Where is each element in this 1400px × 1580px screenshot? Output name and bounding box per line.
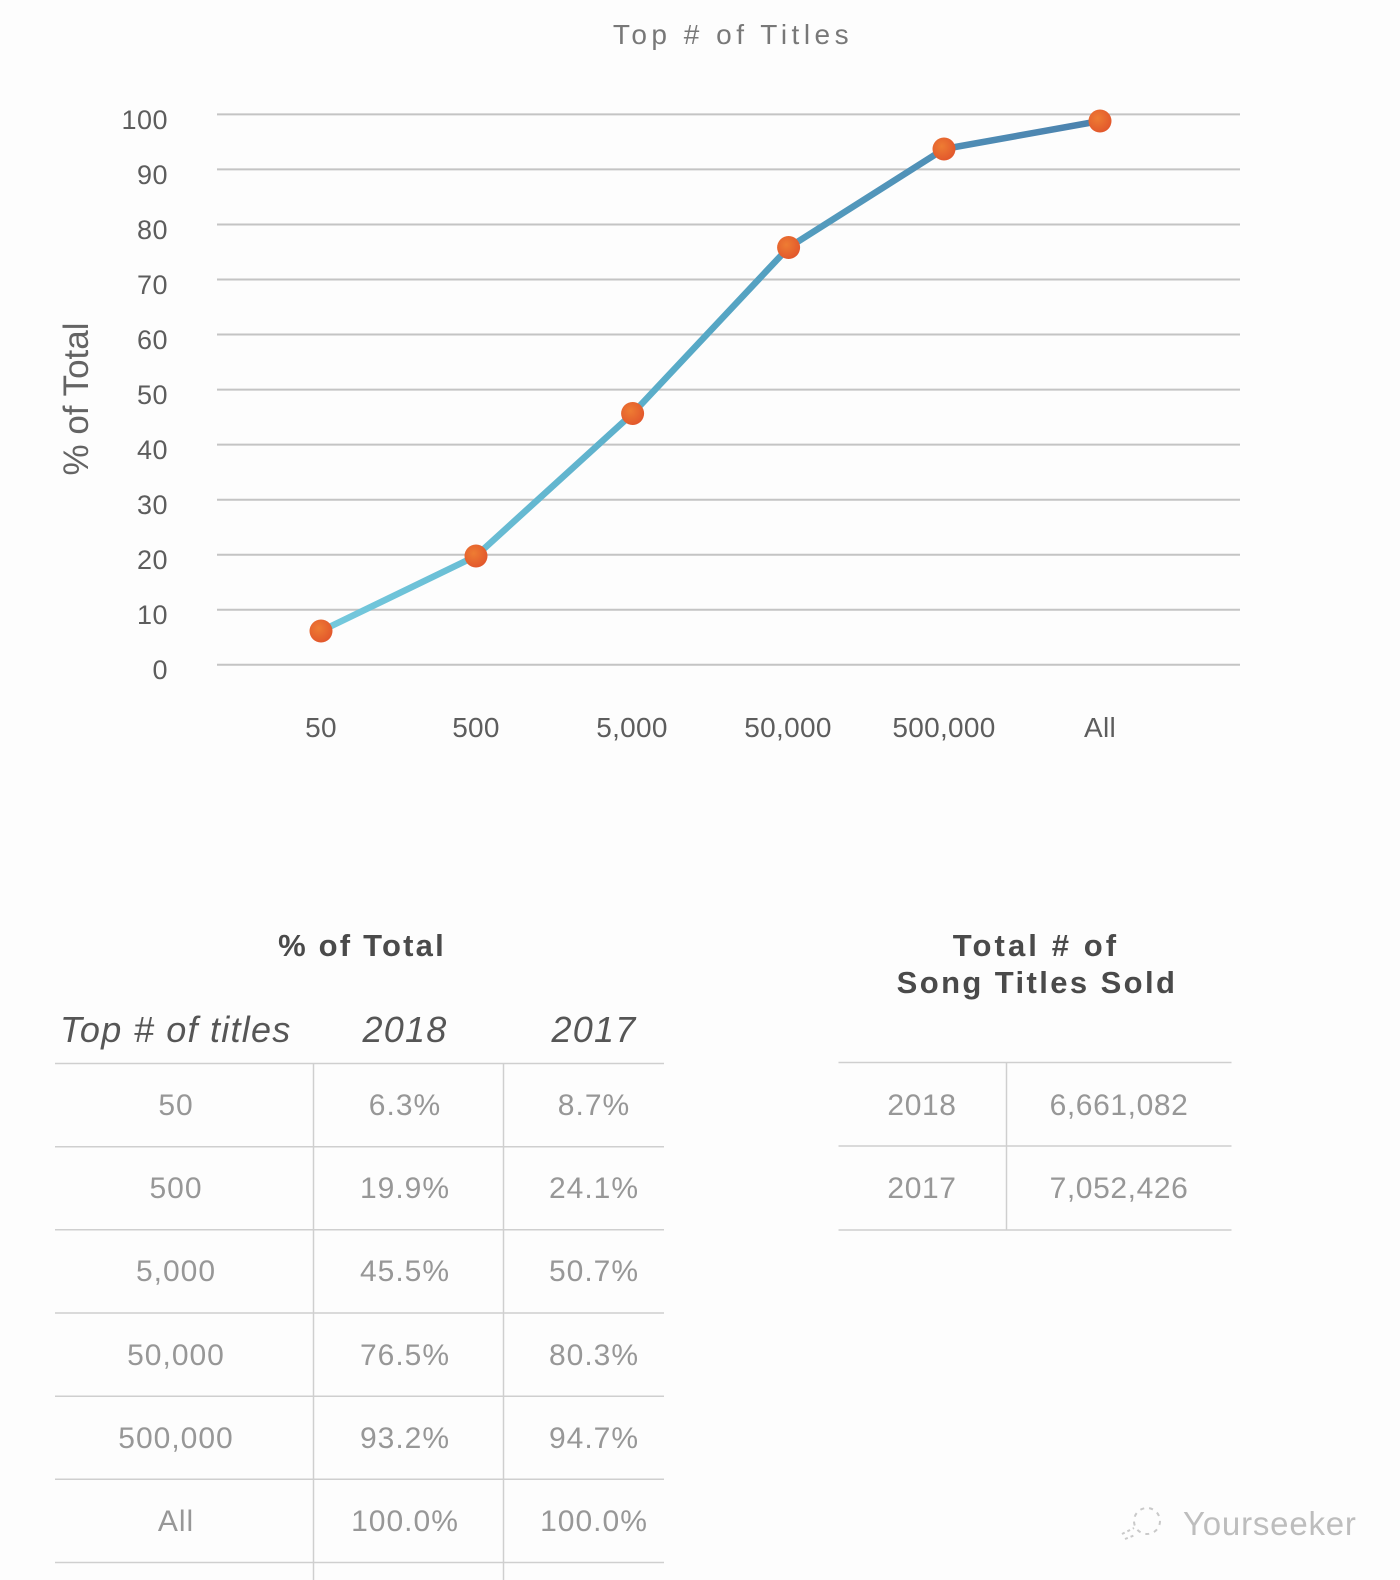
svg-text:94.7%: 94.7% [549, 1422, 639, 1455]
svg-text:45.5%: 45.5% [360, 1255, 450, 1288]
svg-text:All: All [1084, 712, 1116, 743]
svg-text:2017: 2017 [887, 1172, 956, 1205]
svg-text:90: 90 [137, 160, 168, 190]
svg-text:40: 40 [137, 435, 168, 465]
svg-text:93.2%: 93.2% [360, 1422, 450, 1455]
svg-text:50,000: 50,000 [744, 712, 831, 743]
svg-text:0: 0 [152, 655, 168, 685]
svg-text:7,052,426: 7,052,426 [1050, 1172, 1189, 1205]
svg-text:All: All [158, 1505, 194, 1538]
svg-text:Top # of Titles: Top # of Titles [613, 19, 853, 50]
svg-text:500: 500 [452, 712, 500, 743]
svg-text:60: 60 [137, 325, 168, 355]
svg-text:10: 10 [137, 600, 168, 630]
svg-text:50: 50 [158, 1089, 193, 1122]
svg-text:100.0%: 100.0% [351, 1505, 459, 1538]
svg-text:Top # of titles: Top # of titles [60, 1009, 292, 1050]
svg-text:5,000: 5,000 [596, 712, 668, 743]
svg-text:70: 70 [137, 270, 168, 300]
svg-text:100.0%: 100.0% [540, 1505, 648, 1538]
svg-text:2018: 2018 [361, 1009, 447, 1050]
svg-text:76.5%: 76.5% [360, 1339, 450, 1372]
svg-text:80: 80 [137, 215, 168, 245]
svg-text:500,000: 500,000 [118, 1422, 233, 1455]
svg-text:20: 20 [137, 545, 168, 575]
svg-text:50.7%: 50.7% [549, 1255, 639, 1288]
svg-text:100: 100 [121, 105, 168, 135]
svg-text:2018: 2018 [887, 1089, 956, 1122]
svg-text:Song Titles Sold: Song Titles Sold [897, 965, 1178, 1000]
svg-text:Yourseeker: Yourseeker [1183, 1505, 1357, 1542]
svg-text:% of Total: % of Total [278, 928, 446, 963]
svg-text:80.3%: 80.3% [549, 1339, 639, 1372]
svg-text:% of Total: % of Total [57, 322, 96, 475]
svg-text:Total # of: Total # of [953, 928, 1119, 963]
svg-text:500: 500 [149, 1172, 202, 1205]
svg-text:30: 30 [137, 490, 168, 520]
svg-text:5,000: 5,000 [136, 1255, 216, 1288]
svg-text:19.9%: 19.9% [360, 1172, 450, 1205]
svg-text:500,000: 500,000 [892, 712, 995, 743]
svg-text:2017: 2017 [550, 1009, 637, 1050]
svg-text:24.1%: 24.1% [549, 1172, 639, 1205]
svg-text:6.3%: 6.3% [369, 1089, 441, 1122]
svg-text:50: 50 [305, 712, 337, 743]
svg-text:50: 50 [137, 380, 168, 410]
svg-text:50,000: 50,000 [127, 1339, 225, 1372]
svg-text:6,661,082: 6,661,082 [1050, 1089, 1189, 1122]
svg-text:8.7%: 8.7% [558, 1089, 630, 1122]
